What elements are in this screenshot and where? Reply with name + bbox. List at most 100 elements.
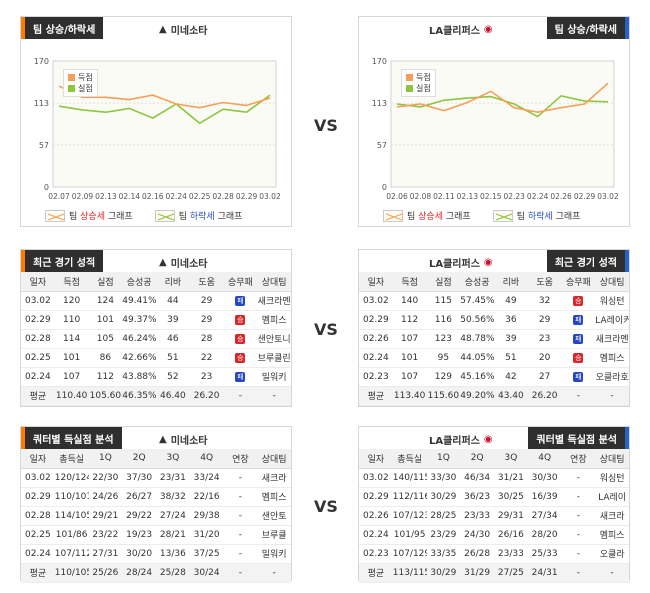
table-cell: 브루클 — [257, 525, 291, 545]
table-cell: 30/30 — [527, 468, 562, 488]
table-cell: - — [561, 487, 596, 507]
table-cell: 26/27 — [122, 487, 156, 507]
table-cell: 오클라 — [595, 544, 629, 564]
table-row: 03.02 140/115 33/30 46/34 31/21 30/30- 워싱턴 — [359, 468, 629, 488]
left-inchart-legend: 득점 실점 — [63, 69, 98, 97]
right-trend-panel: 팀 상승/하락세 LA클리퍼스 ◉ 170 113 57 0 02.06 02.08 02.1… — [358, 16, 630, 227]
table-cell: 02.29 — [359, 487, 393, 507]
table-cell: 105 — [88, 329, 123, 349]
table-cell: 116 — [426, 310, 461, 330]
table-cell: 124 — [88, 291, 123, 311]
column-header: 득점 — [54, 272, 89, 292]
column-header: 상대팀 — [257, 449, 291, 469]
table-cell: 140/115 — [392, 468, 427, 488]
table-cell: 36 — [494, 310, 528, 330]
table-cell: 23 — [189, 367, 224, 387]
table-cell: 패 — [561, 329, 596, 349]
x-tick-label: 02.28 — [212, 192, 234, 201]
y-tick-label: 113 — [34, 99, 49, 108]
table-cell: - — [561, 525, 596, 545]
team-logo-icon: ◉ — [483, 434, 493, 445]
table-cell: 101/95 — [392, 525, 427, 545]
table-cell: - — [223, 544, 258, 564]
column-header: 승성공 — [122, 272, 156, 292]
table-cell: 115 — [426, 291, 461, 311]
table-cell: LA레이커 — [595, 310, 629, 330]
loss-badge: 패 — [573, 333, 584, 344]
table-cell: 120/124 — [54, 468, 89, 488]
table-cell: 33/35 — [426, 544, 461, 564]
table-cell: 03.02 — [21, 468, 55, 488]
table-cell: 107/123 — [392, 506, 427, 526]
table-cell: 27 — [527, 367, 562, 387]
loss-badge: 패 — [235, 371, 246, 382]
table-cell: 03.02 — [359, 468, 393, 488]
table-cell: 101 — [392, 348, 427, 368]
table-cell: 115.60 — [426, 386, 461, 406]
table-cell: 23/33 — [460, 506, 494, 526]
table-header-row: 일자 총득실 1Q 2Q 3Q 4Q 연장 상대팀 — [21, 449, 291, 469]
column-header: 일자 — [359, 449, 393, 469]
table-cell: 30/25 — [494, 487, 528, 507]
table-row: 02.26 107 123 48.78% 39 23 패 새크라멘 — [359, 329, 629, 349]
column-header: 1Q — [426, 449, 461, 469]
table-cell: 123 — [426, 329, 461, 349]
table-cell: 44 — [156, 291, 190, 311]
left-trend-panel: 팀 상승/하락세 ▲ 미네소타 170 113 57 0 02.07 02.09 02.13 0… — [20, 16, 292, 227]
table-cell: 23 — [527, 329, 562, 349]
x-tick-label: 02.15 — [480, 192, 502, 201]
x-tick-label: 02.16 — [142, 192, 164, 201]
table-cell: 02.29 — [21, 487, 55, 507]
table-cell: 112/116 — [392, 487, 427, 507]
table-cell: 22/16 — [189, 487, 224, 507]
left-quarter-table: 일자 총득실 1Q 2Q 3Q 4Q 연장 상대팀 03.02 120/124 22/30 37/30… — [21, 449, 291, 583]
right-recent-title: 최근 경기 성적 — [546, 250, 625, 272]
left-recent-panel: 최근 경기 성적 ▲ 미네소타 일자 득점 실점 승성공 리바 도움 승무패 상대팀 03.02 1… — [20, 249, 292, 407]
table-cell: 49 — [494, 291, 528, 311]
table-cell: 26.20 — [189, 386, 224, 406]
right-bottom-legend: 팀 상승세 그래프 팀 하락세 그래프 — [383, 209, 580, 222]
table-cell: LA레이 — [595, 487, 629, 507]
table-cell: 24/31 — [527, 563, 562, 583]
table-cell: 27/25 — [494, 563, 528, 583]
table-cell: 30/29 — [426, 487, 461, 507]
table-cell: 패 — [223, 367, 258, 387]
table-cell: 101 — [54, 348, 89, 368]
table-cell: 새크라멘 — [595, 329, 629, 349]
x-tick-label: 02.11 — [433, 192, 455, 201]
table-cell: 멤피스 — [595, 525, 629, 545]
left-quarter-title: 쿼터별 득실점 분석 — [25, 427, 122, 449]
table-cell: 23/31 — [156, 468, 190, 488]
right-quarter-table: 일자 총득실 1Q 2Q 3Q 4Q 연장 상대팀 03.02 140/115 33/30 46/34… — [359, 449, 629, 583]
x-tick-label: 03.02 — [259, 192, 281, 201]
table-cell: 16/39 — [527, 487, 562, 507]
table-cell: 평균 — [21, 563, 55, 583]
column-header: 4Q — [527, 449, 562, 469]
table-cell: 46 — [156, 329, 190, 349]
column-header: 연장 — [561, 449, 596, 469]
table-cell: 22/30 — [88, 468, 123, 488]
column-header: 상대팀 — [257, 272, 291, 292]
table-cell: 워싱턴 — [595, 468, 629, 488]
table-cell: 25/33 — [527, 544, 562, 564]
team-logo-icon: ◉ — [483, 24, 493, 35]
table-cell: 28/20 — [527, 525, 562, 545]
team-logo-icon: ▲ — [159, 24, 167, 35]
table-cell: - — [223, 386, 258, 406]
table-cell: 03.02 — [21, 291, 55, 311]
table-cell: 114 — [54, 329, 89, 349]
table-cell: - — [595, 563, 629, 583]
table-cell: 02.25 — [21, 525, 55, 545]
table-row: 02.23 107 129 45.16% 42 27 패 오클라호 — [359, 367, 629, 387]
table-header-row: 일자 득점 실점 승성공 리바 도움 승무패 상대팀 — [21, 272, 291, 292]
table-cell: 29 — [189, 310, 224, 330]
right-quarter-title: 쿼터별 득실점 분석 — [528, 427, 625, 449]
table-cell: 30/20 — [122, 544, 156, 564]
table-row: 02.29 110 101 49.37% 39 29 승 멤피스 — [21, 310, 291, 330]
table-cell: 02.24 — [359, 525, 393, 545]
table-cell: 46.24% — [122, 329, 156, 349]
left-quarter-panel: 쿼터별 득실점 분석 ▲ 미네소타 일자 총득실 1Q 2Q 3Q 4Q 연장 상대팀 03.02… — [20, 426, 292, 583]
column-header: 득점 — [392, 272, 427, 292]
y-tick-label: 0 — [44, 183, 49, 192]
table-cell: 멤피스 — [595, 348, 629, 368]
